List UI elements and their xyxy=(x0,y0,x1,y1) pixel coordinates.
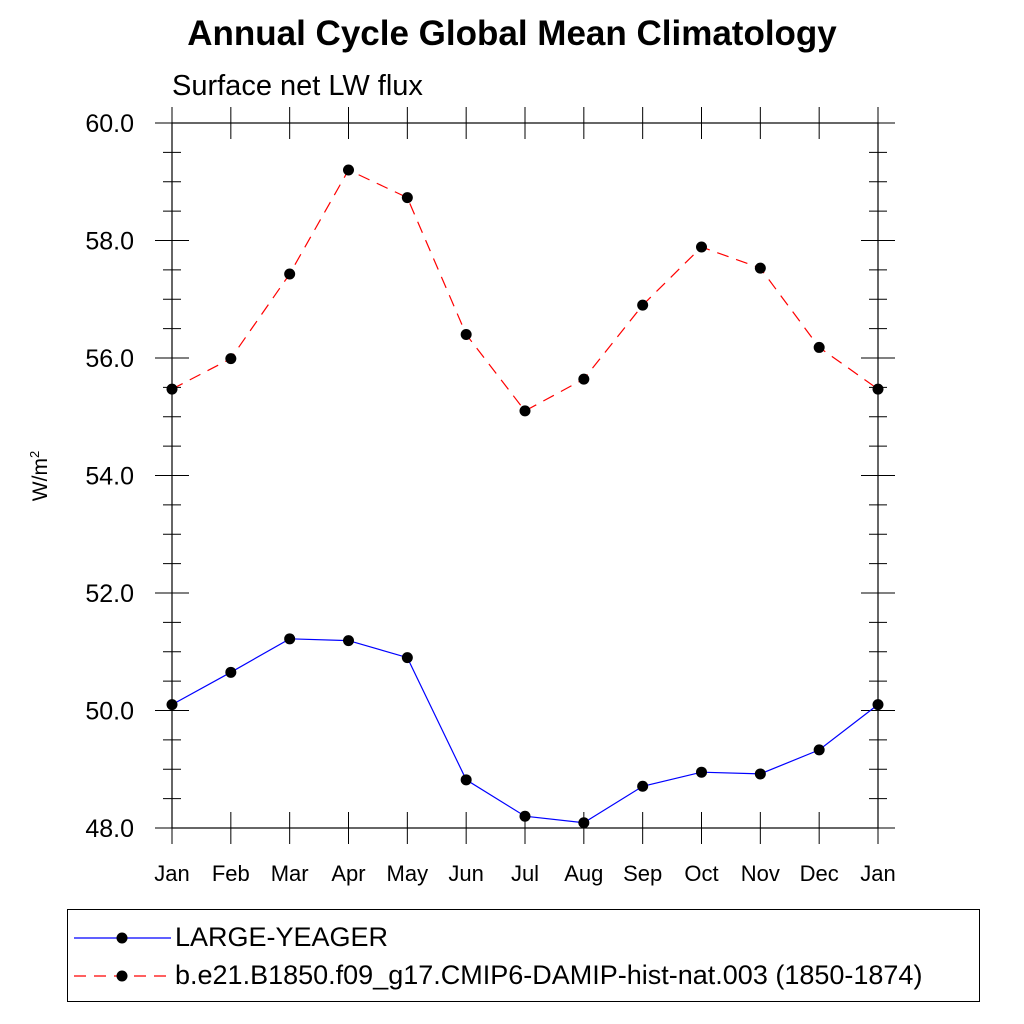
x-tick-label: Apr xyxy=(331,861,365,886)
series-0-point xyxy=(754,768,766,780)
series-1-point xyxy=(166,383,178,395)
x-tick-label: May xyxy=(387,861,429,886)
legend: LARGE-YEAGER b.e21.B1850.f09_g17.CMIP6-D… xyxy=(67,909,980,1002)
series-0-point xyxy=(460,774,472,786)
series-0-point xyxy=(872,699,884,711)
y-tick-label: 54.0 xyxy=(85,463,134,491)
x-tick-label: Jun xyxy=(448,861,483,886)
series-1-point xyxy=(578,373,590,385)
x-tick-label: Mar xyxy=(271,861,309,886)
y-tick-label: 56.0 xyxy=(85,345,134,373)
series-1-point xyxy=(284,268,296,280)
y-tick-label: 58.0 xyxy=(85,228,134,256)
series-line-1 xyxy=(171,169,879,412)
series-1-point xyxy=(519,405,531,417)
y-tick-label: 48.0 xyxy=(85,815,134,843)
series-0-point xyxy=(343,635,354,647)
series-1-point xyxy=(343,164,354,176)
series-0-point xyxy=(578,817,590,829)
series-1-point xyxy=(696,241,707,253)
plot-frame xyxy=(171,122,879,829)
x-tick-label: Oct xyxy=(684,861,718,886)
series-0-point xyxy=(696,766,707,778)
series-0-point xyxy=(166,699,178,711)
series-1-point xyxy=(813,341,825,353)
y-tick-label: 60.0 xyxy=(85,110,134,138)
series-1-point xyxy=(872,383,884,395)
series-0-point xyxy=(284,633,296,645)
chart-title: Annual Cycle Global Mean Climatology xyxy=(187,14,837,53)
x-tick-label: Jan xyxy=(154,861,189,886)
series-1-point xyxy=(225,353,237,365)
x-tick-label: Feb xyxy=(212,861,250,886)
series-0-point xyxy=(519,810,531,822)
series-1-point xyxy=(754,262,766,274)
series-0-point xyxy=(813,744,825,756)
legend-entry-large-yeager: LARGE-YEAGER xyxy=(68,918,979,958)
legend-line-swatch xyxy=(74,932,171,944)
legend-label: b.e21.B1850.f09_g17.CMIP6-DAMIP-hist-nat… xyxy=(175,960,923,990)
y-tick-label: 52.0 xyxy=(85,580,134,608)
x-tick-label: Nov xyxy=(741,861,780,886)
x-tick-label: Sep xyxy=(623,861,662,886)
series-1-point xyxy=(637,299,649,311)
series-line-0 xyxy=(171,638,879,824)
series-1-point xyxy=(401,192,413,204)
legend-entry-cmip6-damip: b.e21.B1850.f09_g17.CMIP6-DAMIP-hist-nat… xyxy=(68,956,979,996)
series-1-point xyxy=(460,329,472,340)
chart-subtitle: Surface net LW flux xyxy=(172,70,423,102)
x-tick-label: Dec xyxy=(800,861,839,886)
x-tick-label: Jul xyxy=(511,861,539,886)
series-0-point xyxy=(637,780,649,792)
y-tick-label: 50.0 xyxy=(85,698,134,726)
x-tick-label: Jan xyxy=(860,861,895,886)
series-0-point xyxy=(401,652,413,664)
legend-line-swatch xyxy=(74,970,171,982)
x-tick-label: Aug xyxy=(564,861,603,886)
legend-label: LARGE-YEAGER xyxy=(175,922,389,952)
series-0-point xyxy=(225,666,237,678)
